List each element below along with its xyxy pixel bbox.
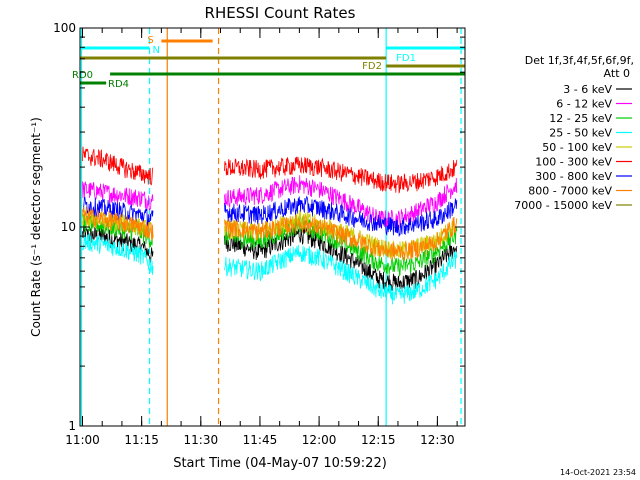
legend-label: 3 - 6 keV [563,83,612,96]
series-line [224,214,458,261]
legend-label: 6 - 12 keV [556,98,612,111]
series-3 [82,233,458,305]
legend-label: 12 - 25 keV [549,112,612,125]
series-line [224,156,458,194]
legend-label: 50 - 100 keV [542,141,612,154]
series-line [82,181,154,211]
flag-label: FD2 [362,61,382,72]
series-line [82,146,154,186]
legend-header-line-1: Det 1f,3f,4f,5f,6f,9f, [525,54,634,67]
series-7 [82,206,458,261]
legend-label: 800 - 7000 keV [528,185,612,198]
x-tick-label: 12:15 [361,433,396,447]
y-tick-label: 1 [68,419,76,433]
x-tick-label: 12:30 [420,433,455,447]
series-line [82,196,154,228]
series-line [82,233,154,275]
timestamp: 14-Oct-2021 23:54 [560,468,636,477]
y-axis-label: Count Rate (s⁻¹ detector segment⁻¹) [29,117,43,337]
flag-label: RD4 [108,79,129,90]
legend-header-line-2: Att 0 [604,67,630,80]
series-6 [82,195,458,237]
series-line [224,244,458,305]
flag-label: N [152,45,159,56]
x-tick-label: 11:30 [184,433,219,447]
legend-label: 300 - 800 keV [535,170,612,183]
y-tick-label: 100 [53,21,76,35]
x-axis: 11:00 11:15 11:30 11:45 12:00 12:15 12:30 [65,28,458,447]
legend-label: 25 - 50 keV [549,127,612,140]
y-tick-label: 10 [61,220,76,234]
x-tick-label: 11:45 [243,433,278,447]
flag-label: FD1 [396,53,416,64]
flag-label: RD0 [72,70,93,81]
series-5 [82,146,458,194]
plot-area: SN FD1 FD2 RD0 RD4 [72,28,465,426]
chart-title: RHESSI Count Rates [205,4,356,22]
x-tick-label: 12:00 [302,433,337,447]
x-tick-label: 11:15 [124,433,159,447]
series-line [82,206,154,241]
x-tick-label: 11:00 [65,433,100,447]
series-line [224,195,458,237]
flag-label: S [147,35,153,46]
legend: Det 1f,3f,4f,5f,6f,9f, Att 0 3 - 6 keV 6 … [514,54,634,212]
legend-label: 100 - 300 keV [535,156,612,169]
legend-label: 7000 - 15000 keV [514,199,612,212]
x-axis-label: Start Time (04-May-07 10:59:22) [173,456,387,471]
